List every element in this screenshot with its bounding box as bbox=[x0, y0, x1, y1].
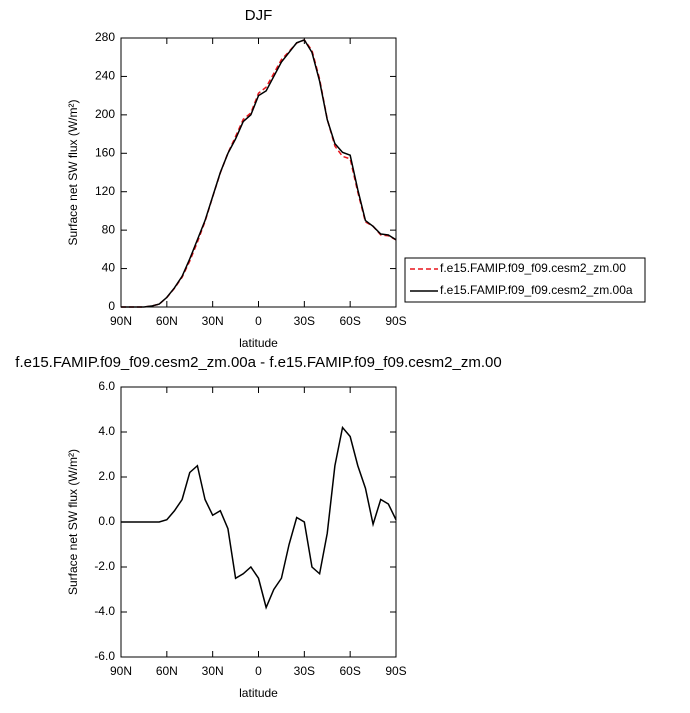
y-tick-label: 4.0 bbox=[98, 424, 115, 438]
x-tick-label: 60S bbox=[339, 314, 360, 328]
x-tick-label: 90N bbox=[110, 664, 132, 678]
y-tick-label: 0.0 bbox=[98, 514, 115, 528]
y-tick-label: 40 bbox=[102, 261, 116, 275]
x-axis-label: latitude bbox=[239, 686, 278, 700]
y-tick-label: 6.0 bbox=[98, 379, 115, 393]
x-tick-label: 60N bbox=[156, 314, 178, 328]
x-tick-label: 0 bbox=[255, 664, 262, 678]
x-tick-label: 60N bbox=[156, 664, 178, 678]
x-tick-label: 90S bbox=[385, 314, 406, 328]
y-tick-label: 0 bbox=[108, 299, 115, 313]
x-tick-label: 90N bbox=[110, 314, 132, 328]
y-tick-label: -4.0 bbox=[94, 604, 115, 618]
data-line bbox=[121, 425, 397, 610]
x-tick-label: 30N bbox=[202, 314, 224, 328]
legend-label: f.e15.FAMIP.f09_f09.cesm2_zm.00 bbox=[440, 261, 626, 275]
legend-box bbox=[404, 257, 646, 303]
y-axis-label: Surface net SW flux (W/m²) bbox=[66, 449, 80, 595]
y-tick-label: 80 bbox=[102, 222, 116, 236]
y-tick-label: -2.0 bbox=[94, 559, 115, 573]
x-tick-label: 30S bbox=[294, 664, 315, 678]
x-tick-label: 0 bbox=[255, 314, 262, 328]
y-tick-label: 2.0 bbox=[98, 469, 115, 483]
x-tick-label: 60S bbox=[339, 664, 360, 678]
y-tick-label: 240 bbox=[95, 69, 115, 83]
y-tick-label: 160 bbox=[95, 145, 115, 159]
y-tick-label: 200 bbox=[95, 107, 115, 121]
x-axis-label: latitude bbox=[239, 336, 278, 350]
x-tick-label: 90S bbox=[385, 664, 406, 678]
x-tick-label: 30S bbox=[294, 314, 315, 328]
y-tick-label: 120 bbox=[95, 184, 115, 198]
y-axis-label: Surface net SW flux (W/m²) bbox=[66, 99, 80, 245]
y-tick-label: -6.0 bbox=[94, 649, 115, 663]
plot-frame bbox=[120, 386, 397, 658]
y-tick-label: 280 bbox=[95, 30, 115, 44]
plot-frame bbox=[120, 37, 397, 308]
x-tick-label: 30N bbox=[202, 664, 224, 678]
chart-title: DJF bbox=[245, 7, 273, 24]
data-line bbox=[121, 38, 397, 308]
chart-title: f.e15.FAMIP.f09_f09.cesm2_zm.00a - f.e15… bbox=[15, 354, 501, 371]
legend-label: f.e15.FAMIP.f09_f09.cesm2_zm.00a bbox=[440, 283, 633, 297]
